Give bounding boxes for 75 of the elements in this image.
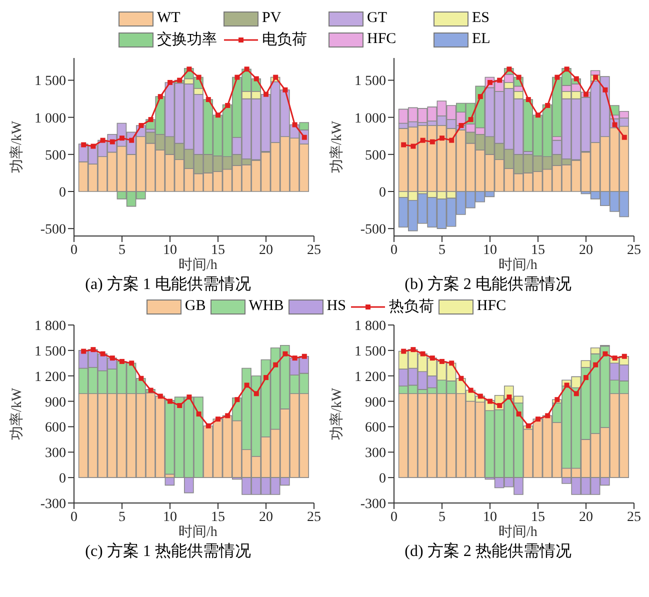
x-tick-label: 20 <box>579 510 593 525</box>
x-tick-label: 0 <box>70 510 78 525</box>
legend-label: 交换功率 <box>157 30 217 49</box>
x-tick-label: 5 <box>438 242 446 258</box>
x-tick-label: 25 <box>307 510 321 525</box>
y-tick-label: 0 <box>379 472 386 487</box>
x-tick-label: 15 <box>531 510 545 525</box>
text: (b) 方案 2 电能供需情况 <box>404 274 572 295</box>
y-tick-label: 900 <box>45 395 66 410</box>
x-tick-label: 25 <box>627 242 641 258</box>
legend-label: HS <box>326 298 346 315</box>
legend-label: EL <box>472 31 490 48</box>
legend-label: PV <box>262 10 282 27</box>
y-tick-label: 1 500 <box>34 344 66 360</box>
legend-label: GB <box>184 298 206 315</box>
x-tick-label: 15 <box>531 242 545 258</box>
y-axis-title: 功率/kW <box>8 387 25 440</box>
y-tick-label: -500 <box>40 222 66 238</box>
x-tick-label: 25 <box>307 242 321 258</box>
legend-label: 电负荷 <box>262 30 307 49</box>
x-tick-label: 10 <box>163 510 177 525</box>
legend-label: HFC <box>367 31 396 48</box>
text: (c) 方案 1 热能供需情况 <box>84 541 252 562</box>
y-tick-label: 1 500 <box>354 74 386 90</box>
legend-label: GT <box>367 10 387 27</box>
x-tick-label: 10 <box>483 242 497 258</box>
y-tick-label: -500 <box>360 222 386 238</box>
x-axis-title: 时间/h <box>498 525 538 541</box>
y-tick-label: 300 <box>45 446 66 462</box>
y-tick-label: 1 200 <box>34 370 66 385</box>
y-tick-label: 500 <box>365 148 386 164</box>
x-tick-label: 10 <box>163 242 177 258</box>
y-tick-label: 300 <box>365 446 386 462</box>
y-tick-label: 900 <box>365 395 386 410</box>
y-tick-label: 1 000 <box>34 111 66 126</box>
y-tick-label: 1 200 <box>354 370 386 385</box>
x-tick-label: 0 <box>390 510 398 525</box>
x-axis-title: 时间/h <box>498 258 538 274</box>
x-tick-label: 25 <box>627 510 641 525</box>
x-tick-label: 20 <box>579 242 593 258</box>
y-tick-label: 500 <box>45 148 66 164</box>
x-tick-label: 0 <box>390 242 398 258</box>
x-axis-title: 时间/h <box>178 258 218 274</box>
y-tick-label: -300 <box>40 496 66 512</box>
x-tick-label: 5 <box>438 510 446 525</box>
x-tick-label: 10 <box>483 510 497 525</box>
text: (d) 方案 2 热能供需情况 <box>404 541 572 562</box>
y-tick-label: 600 <box>45 420 66 436</box>
x-axis-title: 时间/h <box>178 525 218 541</box>
y-tick-label: 0 <box>379 185 386 200</box>
y-tick-label: -300 <box>360 496 386 512</box>
legend-label: 热负荷 <box>388 298 434 316</box>
x-tick-label: 0 <box>70 242 78 258</box>
legend-label: ES <box>472 10 490 27</box>
x-tick-label: 15 <box>211 242 225 258</box>
y-tick-label: 1 500 <box>354 344 386 360</box>
x-tick-label: 5 <box>118 242 126 258</box>
y-tick-label: 0 <box>59 472 66 487</box>
y-tick-label: 1 800 <box>34 318 66 334</box>
y-axis-title: 功率/kW <box>328 387 345 440</box>
y-tick-label: 0 <box>59 185 66 200</box>
legend-label: WHB <box>248 298 284 315</box>
x-tick-label: 20 <box>259 510 273 525</box>
legend-label: HFC <box>476 298 506 315</box>
y-axis-title: 功率/kW <box>8 120 25 174</box>
y-tick-label: 600 <box>365 420 386 436</box>
x-tick-label: 20 <box>259 242 273 258</box>
y-tick-label: 1 000 <box>354 111 386 126</box>
text: (a) 方案 1 电能供需情况 <box>84 274 252 295</box>
y-axis-title: 功率/kW <box>328 120 345 174</box>
x-tick-label: 5 <box>118 510 126 525</box>
x-tick-label: 15 <box>211 510 225 525</box>
y-tick-label: 1 800 <box>354 318 386 334</box>
y-tick-label: 1 500 <box>34 74 66 90</box>
legend-label: WT <box>157 10 180 27</box>
